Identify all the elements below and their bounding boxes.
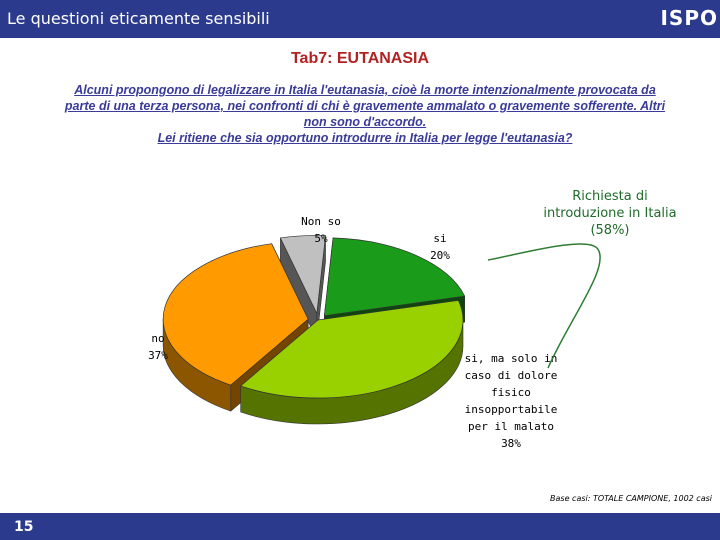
slice-label-line: 5% (314, 232, 328, 245)
slice-label: Non so 5% (301, 215, 341, 245)
slice-label: no 37% (148, 332, 168, 362)
slice-label-line: 38% (501, 437, 521, 450)
slice-label-line: Non so (301, 215, 341, 228)
slice-label: si 20% (430, 232, 450, 262)
slice-label: si, ma solo in caso di dolore fisico insopp… (465, 352, 558, 450)
table-title: Tab7: EUTANASIA (290, 50, 430, 67)
slice-label-line: insopportabile (465, 403, 558, 416)
pie-slice (162, 243, 309, 386)
base-note: Base casi: TOTALE CAMPIONE, 1002 casi (550, 494, 712, 503)
survey-question: Alcuni propongono di legalizzare in Ital… (25, 82, 705, 146)
page-number: 15 (14, 519, 34, 535)
header-title: Le questioni eticamente sensibili (7, 9, 270, 28)
header-bar: Le questioni eticamente sensibili ISPO (0, 0, 720, 38)
slice-label-line: 37% (148, 349, 168, 362)
slice-label-line: 20% (430, 249, 450, 262)
question-line: Alcuni propongono di legalizzare in Ital… (74, 83, 656, 97)
slice-label-line: no (151, 332, 164, 345)
footer-bar: 15 (0, 513, 720, 540)
pie-slice (279, 235, 326, 315)
slice-label-line: caso di dolore (465, 369, 558, 382)
question-line: parte di una terza persona, nei confront… (64, 99, 666, 113)
ispo-logo: ISPO (660, 6, 718, 30)
question-line: non sono d'accordo. (303, 115, 427, 129)
annotation-bracket (487, 243, 601, 369)
annotation-text: Richiesta di introduzione in Italia (58%… (543, 189, 677, 238)
pie-slice (239, 300, 464, 399)
pie-tops (162, 235, 466, 399)
slice-label-line: si (433, 232, 446, 245)
slice-label-line: si, ma solo in (465, 352, 558, 365)
slice-label-line: per il malato (468, 420, 554, 433)
pie-slice (323, 237, 466, 317)
question-line: Lei ritiene che sia opportuno introdurre… (157, 131, 573, 145)
pie-labels: si 20% si, ma solo in caso di dolore fisico i… (148, 215, 557, 450)
slice-label-line: fisico (491, 386, 531, 399)
